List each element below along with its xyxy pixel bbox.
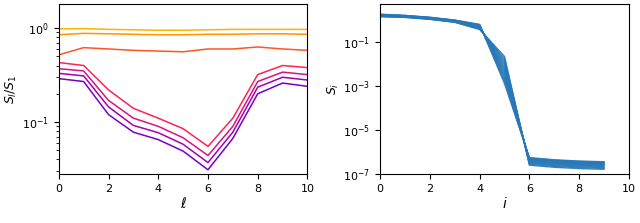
Y-axis label: $S_l/S_1$: $S_l/S_1$ — [4, 74, 19, 104]
X-axis label: $\ell$: $\ell$ — [180, 196, 187, 211]
Y-axis label: $S_i$: $S_i$ — [326, 83, 340, 95]
X-axis label: $i$: $i$ — [502, 196, 508, 211]
